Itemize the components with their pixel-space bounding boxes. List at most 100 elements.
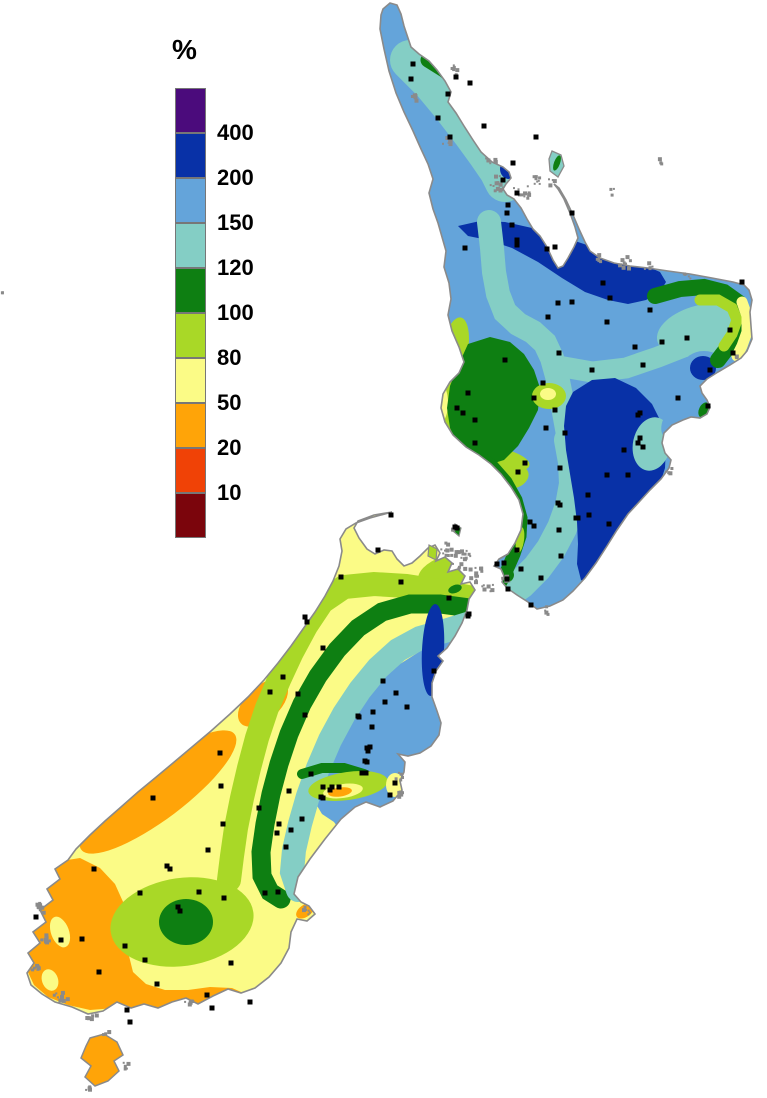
coastline-fragment [44, 938, 48, 942]
station-marker [527, 519, 533, 525]
station-marker [392, 780, 398, 786]
contour-gisborne-darkblue [690, 356, 716, 380]
coastline-fragment [60, 994, 64, 999]
coastline-fragment [609, 187, 613, 191]
coastline-fragment [476, 574, 479, 578]
coastline-fragment [448, 140, 452, 144]
coastline-fragment [454, 550, 459, 555]
station-marker [221, 895, 227, 901]
station-marker [398, 579, 404, 585]
coastline-fragment [664, 470, 667, 473]
station-marker [446, 595, 452, 601]
legend-label: 100 [217, 300, 254, 325]
station-marker [262, 890, 268, 896]
coastline-fragment [482, 587, 487, 592]
station-marker [256, 805, 262, 811]
station-marker [531, 395, 537, 401]
legend-cell-green [175, 268, 206, 313]
coastline-fragment [467, 552, 471, 556]
station-marker [730, 350, 736, 356]
station-marker [380, 678, 386, 684]
coastline-fragment [455, 69, 458, 72]
station-marker [621, 447, 627, 453]
coastline-fragment [627, 266, 631, 271]
station-marker [502, 357, 508, 363]
station-marker [302, 614, 308, 620]
legend-cell-cyan [175, 223, 206, 268]
coastline-fragment [401, 776, 404, 779]
station-marker [388, 512, 394, 518]
coastline-fragment [444, 549, 446, 552]
coastline-fragment [126, 1061, 131, 1066]
station-marker [91, 866, 97, 872]
coastline-fragment [647, 261, 652, 266]
station-marker [514, 242, 520, 248]
small-islands [80, 150, 565, 1087]
coastline-fragment [89, 1017, 94, 1022]
coastline-fragment [625, 262, 627, 265]
contour-spot [481, 96, 497, 112]
coastline-fragment [450, 553, 454, 557]
coastline-fragment [463, 552, 467, 556]
coastline-fragment [533, 182, 536, 185]
station-marker [320, 645, 326, 651]
legend-label: 400 [217, 120, 254, 145]
coastline-fragment [463, 566, 468, 571]
station-marker [393, 690, 399, 696]
coastline-fragment [184, 1000, 187, 1003]
coastline-fragment [544, 610, 549, 615]
station-marker [355, 713, 361, 719]
contour-taranaki-green [447, 337, 540, 465]
coastline-fragment [496, 181, 500, 185]
coastline-fragment [620, 258, 625, 263]
coastline-fragment [440, 548, 443, 551]
coastline-fragment [485, 157, 488, 160]
coastline-fragment [445, 548, 450, 553]
coastline-fragment [597, 253, 602, 258]
coastline-fragment [398, 790, 403, 795]
station-marker [465, 390, 471, 396]
coastline-fragment [453, 553, 458, 558]
station-marker [196, 889, 202, 895]
coastline-fragment [599, 260, 603, 264]
coastline-fragment [450, 67, 454, 70]
durville-island [427, 544, 438, 561]
coastline-fragment [618, 263, 623, 268]
station-marker [640, 444, 646, 450]
station-marker [504, 210, 510, 216]
station-marker [465, 613, 471, 619]
coastline-fragment [491, 588, 495, 592]
legend-label: 150 [217, 210, 254, 235]
coastline-fragment [307, 913, 310, 916]
legend-cell-dark_blue [175, 133, 206, 178]
station-marker [635, 440, 641, 446]
coastline-fragment [468, 567, 473, 572]
coastline-fragment [442, 552, 445, 555]
contour-eastcape-yg [694, 294, 743, 352]
coastline-fragment [544, 609, 547, 612]
coastline-fragment [459, 562, 464, 567]
station-marker [79, 936, 85, 942]
coastline-fragment [538, 176, 542, 180]
coastline-fragment [35, 902, 40, 907]
station-marker [177, 908, 183, 914]
coastline-fragment [526, 196, 530, 200]
station-marker [569, 299, 575, 305]
station-marker [739, 279, 745, 285]
coastline-fragment [460, 556, 463, 559]
coastline-fragment [38, 905, 43, 910]
coastline-fragment [526, 185, 529, 188]
station-marker [453, 74, 459, 80]
station-marker [472, 417, 478, 423]
coastline-fragment [489, 184, 492, 187]
station-marker [558, 553, 564, 559]
contour-westcoast-orange [79, 730, 237, 854]
station-marker [647, 307, 653, 313]
coastline-fragment [493, 157, 498, 162]
coastline-fragment [480, 569, 484, 573]
coastline-fragment [1, 291, 4, 294]
station-marker [544, 246, 550, 252]
coastline-fragment [410, 95, 414, 98]
coastline-fragment [493, 160, 498, 164]
